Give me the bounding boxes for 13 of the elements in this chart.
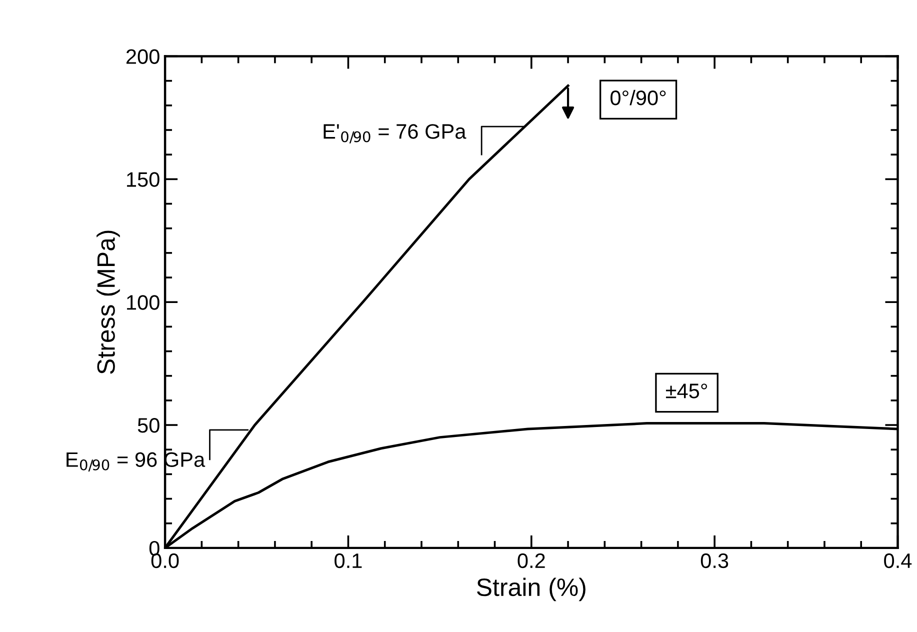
annotation: ±45° (666, 384, 708, 398)
x-axis-title: Strain (%) (476, 578, 586, 602)
annotation: 0°/90° (610, 90, 666, 106)
annotation: E'$_{0/90}$ = 76 GPa (324, 124, 466, 144)
y-tick-label: 200 (126, 49, 160, 64)
x-tick-label: 0.3 (700, 553, 728, 568)
x-tick-label: 0.4 (884, 553, 912, 568)
y-tick-label: 150 (127, 172, 160, 187)
y-tick-label: 50 (138, 418, 160, 433)
x-tick-label: 0.1 (334, 553, 362, 568)
y-tick-label: 100 (127, 295, 160, 310)
x-tick-label: 0.2 (518, 553, 545, 568)
y-axis-title: Stress (MPa) (96, 230, 120, 374)
